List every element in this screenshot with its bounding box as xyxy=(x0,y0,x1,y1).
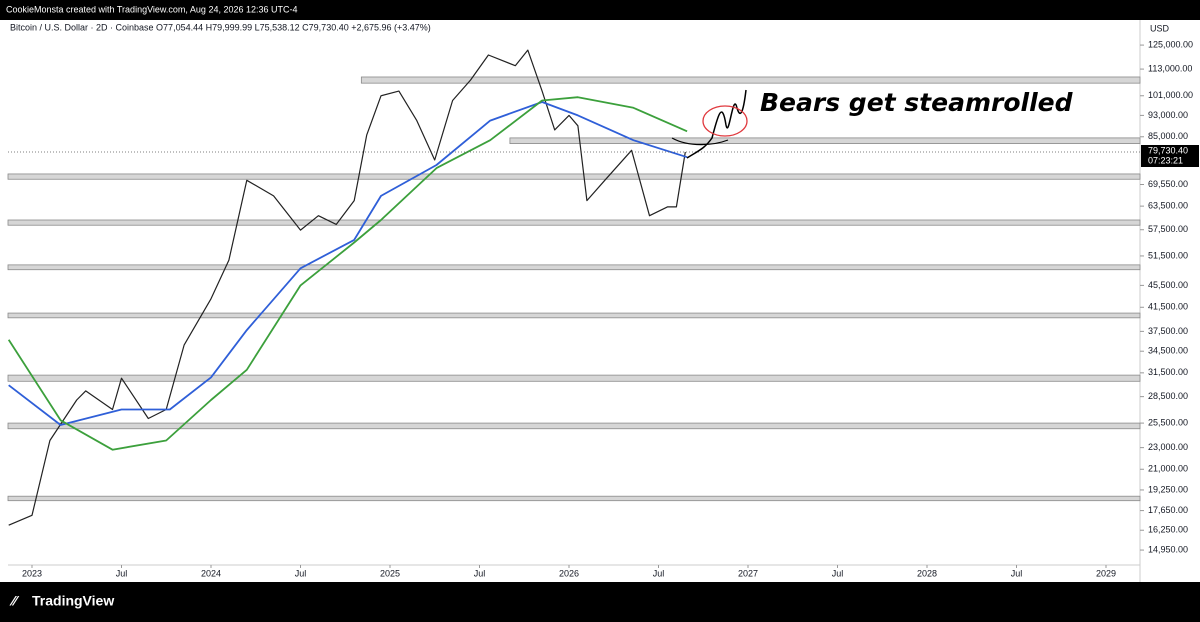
highlight-ellipse xyxy=(702,105,748,137)
plot-area xyxy=(7,49,1141,526)
y-tick-label: 37,500.00 xyxy=(1148,326,1188,336)
x-tick-label: 2025 xyxy=(380,568,400,578)
y-tick-label: 21,000.00 xyxy=(1148,464,1188,474)
x-tick-label: 2029 xyxy=(1096,568,1116,578)
annotation: Bears get steamrolled xyxy=(760,88,1074,117)
y-tick-label: 45,500.00 xyxy=(1148,280,1188,290)
zone xyxy=(7,173,1141,180)
footer-logo: ⁄⁄ xyxy=(9,593,19,609)
zone xyxy=(7,374,1141,382)
zone xyxy=(7,264,1141,271)
y-tick-label: 41,500.00 xyxy=(1148,302,1188,312)
price-line xyxy=(8,49,686,526)
price-line xyxy=(8,101,688,426)
y-tick-label: 93,000.00 xyxy=(1148,110,1188,120)
y-tick-label: 125,000.00 xyxy=(1148,39,1193,49)
projection-base xyxy=(671,137,729,146)
y-tick-label: 14,950.00 xyxy=(1148,544,1188,554)
y-tick-label: 17,650.00 xyxy=(1148,505,1188,515)
chart-title: Bitcoin / U.S. Dollar · 2D · Coinbase O7… xyxy=(10,22,431,32)
zone xyxy=(360,76,1141,84)
x-tick-label: 2028 xyxy=(917,568,937,578)
x-tick-label: 2024 xyxy=(201,568,221,578)
y-tick-label: 85,000.00 xyxy=(1148,131,1188,141)
y-tick-label: 69,550.00 xyxy=(1148,179,1188,189)
y-tick-label: 19,250.00 xyxy=(1148,484,1188,494)
zone xyxy=(7,422,1141,430)
header-bar xyxy=(0,0,1200,20)
y-tick-label: 31,500.00 xyxy=(1148,367,1188,377)
x-tick-label: 2027 xyxy=(738,568,758,578)
x-tick-label: 2026 xyxy=(559,568,579,578)
y-tick-label: 63,500.00 xyxy=(1148,201,1188,211)
y-tick-label: 101,000.00 xyxy=(1148,90,1193,100)
x-tick-label: Jul xyxy=(653,568,665,578)
price-line xyxy=(7,96,688,451)
y-tick-label: 25,500.00 xyxy=(1148,417,1188,427)
header: CookieMonsta created with TradingView.co… xyxy=(6,4,298,14)
y-tick-label: 51,500.00 xyxy=(1148,250,1188,260)
y-tick-label: 28,500.00 xyxy=(1148,391,1188,401)
footer-bar xyxy=(0,582,1200,622)
y-tick-label: 23,000.00 xyxy=(1148,442,1188,452)
currency: USD xyxy=(1150,23,1170,33)
x-tick-label: Jul xyxy=(116,568,128,578)
y-tick-label: 34,500.00 xyxy=(1148,346,1188,356)
zone xyxy=(509,137,1141,144)
zone xyxy=(7,495,1141,502)
zone xyxy=(7,312,1141,319)
x-tick-label: Jul xyxy=(474,568,486,578)
y-tick-label: 16,250.00 xyxy=(1148,525,1188,535)
footer: TradingView xyxy=(32,593,114,609)
last-price-box xyxy=(1141,145,1199,168)
x-tick-label: Jul xyxy=(295,568,307,578)
zone xyxy=(7,219,1141,226)
y-tick-label: 57,500.00 xyxy=(1148,224,1188,234)
countdown: 07:23:21 xyxy=(1148,155,1183,165)
projection-path xyxy=(686,89,747,159)
x-tick-label: 2023 xyxy=(22,568,42,578)
x-tick-label: Jul xyxy=(832,568,844,578)
y-tick-label: 113,000.00 xyxy=(1148,63,1192,73)
x-tick-label: Jul xyxy=(1011,568,1023,578)
last-price-label: 79,730.40 xyxy=(1148,145,1188,155)
